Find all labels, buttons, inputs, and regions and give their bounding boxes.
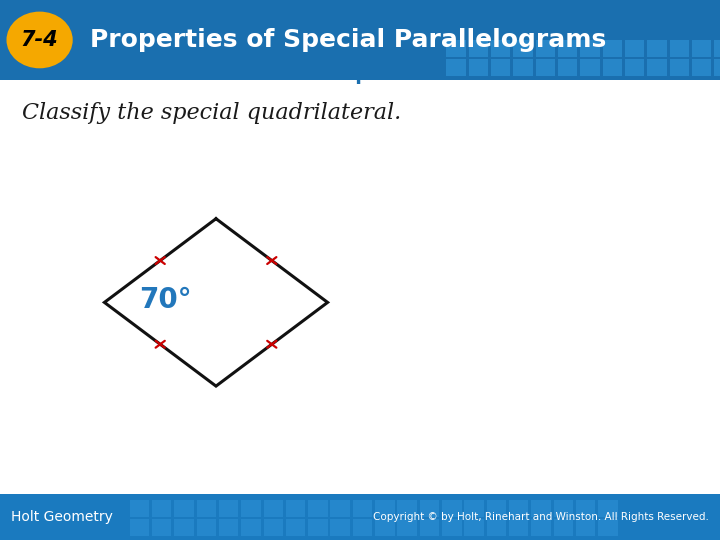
- Bar: [330, 500, 350, 517]
- Bar: [264, 519, 283, 536]
- Bar: [554, 500, 573, 517]
- Bar: [714, 59, 720, 76]
- Bar: [264, 500, 283, 517]
- Bar: [580, 59, 600, 76]
- Bar: [554, 519, 573, 536]
- Text: Classify the special quadrilateral.: Classify the special quadrilateral.: [22, 103, 401, 124]
- Bar: [625, 40, 644, 57]
- Bar: [130, 500, 149, 517]
- Bar: [487, 519, 506, 536]
- Bar: [241, 519, 261, 536]
- Bar: [536, 40, 555, 57]
- Bar: [487, 500, 506, 517]
- Bar: [397, 519, 417, 536]
- Bar: [152, 500, 171, 517]
- Bar: [397, 500, 417, 517]
- Bar: [308, 519, 328, 536]
- Bar: [647, 59, 667, 76]
- Bar: [491, 59, 510, 76]
- Bar: [464, 519, 484, 536]
- Bar: [576, 519, 595, 536]
- Bar: [714, 40, 720, 57]
- Bar: [197, 500, 216, 517]
- Bar: [558, 59, 577, 76]
- Bar: [670, 59, 689, 76]
- Text: Example 12: Example 12: [297, 65, 423, 84]
- Bar: [513, 40, 533, 57]
- Bar: [375, 519, 395, 536]
- Text: 70°: 70°: [139, 286, 192, 314]
- Bar: [286, 519, 305, 536]
- Text: 7-4: 7-4: [21, 30, 58, 50]
- Bar: [603, 40, 622, 57]
- Bar: [464, 500, 484, 517]
- Bar: [219, 500, 238, 517]
- Bar: [420, 519, 439, 536]
- Bar: [509, 500, 528, 517]
- Bar: [625, 59, 644, 76]
- Bar: [531, 500, 551, 517]
- Bar: [375, 500, 395, 517]
- Bar: [442, 519, 462, 536]
- Bar: [692, 59, 711, 76]
- Bar: [647, 40, 667, 57]
- Bar: [531, 519, 551, 536]
- Bar: [469, 40, 488, 57]
- Bar: [219, 519, 238, 536]
- Polygon shape: [0, 0, 720, 80]
- Bar: [580, 40, 600, 57]
- Bar: [513, 59, 533, 76]
- Polygon shape: [0, 494, 720, 540]
- Text: Copyright © by Holt, Rinehart and Winston. All Rights Reserved.: Copyright © by Holt, Rinehart and Winsto…: [374, 512, 709, 522]
- Bar: [491, 40, 510, 57]
- Bar: [353, 500, 372, 517]
- Bar: [603, 59, 622, 76]
- Bar: [420, 500, 439, 517]
- Bar: [308, 500, 328, 517]
- Bar: [670, 40, 689, 57]
- Bar: [576, 500, 595, 517]
- Bar: [330, 519, 350, 536]
- Bar: [598, 519, 618, 536]
- Text: Properties of Special Parallelograms: Properties of Special Parallelograms: [90, 28, 606, 52]
- Bar: [241, 500, 261, 517]
- Bar: [353, 519, 372, 536]
- Text: Holt Geometry: Holt Geometry: [11, 510, 112, 524]
- Bar: [174, 500, 194, 517]
- Bar: [152, 519, 171, 536]
- Bar: [446, 40, 466, 57]
- Bar: [446, 59, 466, 76]
- Bar: [692, 40, 711, 57]
- Bar: [174, 519, 194, 536]
- Bar: [469, 59, 488, 76]
- Bar: [197, 519, 216, 536]
- Bar: [130, 519, 149, 536]
- Bar: [442, 500, 462, 517]
- Bar: [509, 519, 528, 536]
- Ellipse shape: [6, 11, 73, 69]
- Bar: [598, 500, 618, 517]
- Bar: [536, 59, 555, 76]
- Bar: [286, 500, 305, 517]
- Bar: [558, 40, 577, 57]
